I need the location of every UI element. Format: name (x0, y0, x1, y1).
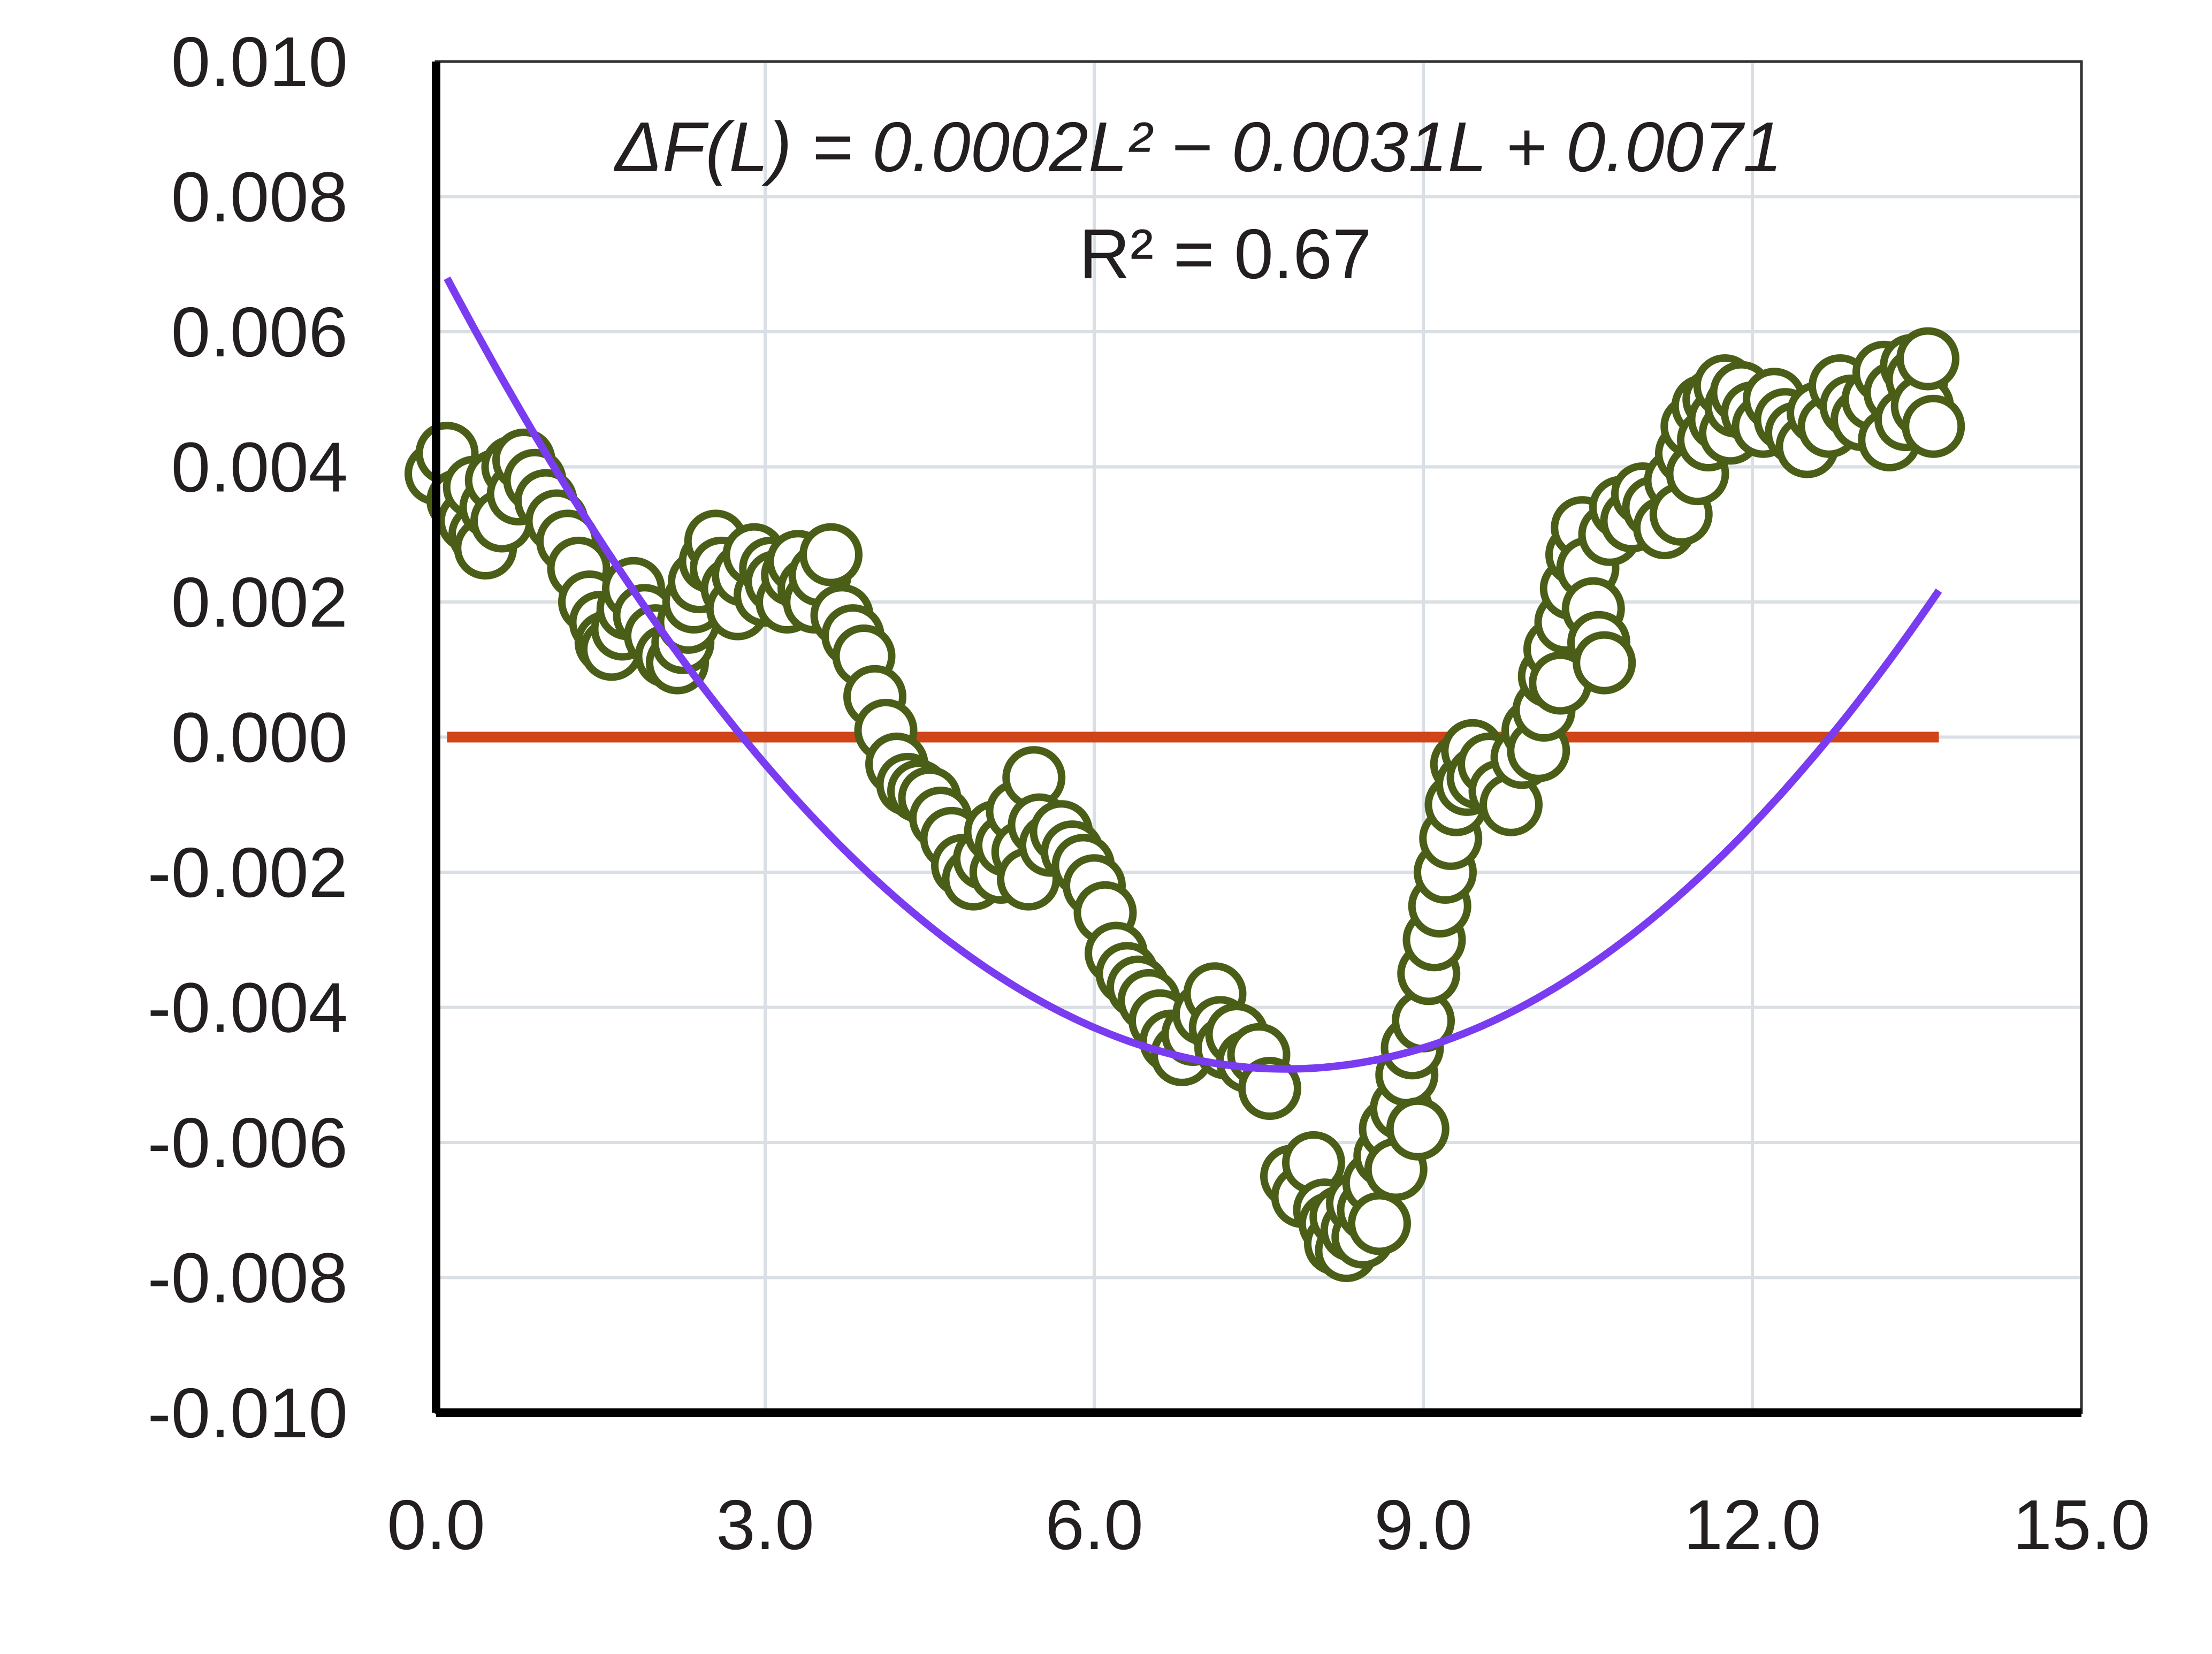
x-tick-labels: 0.0 3.0 6.0 9.0 12.0 15.0 (387, 1485, 2150, 1564)
y-tick-label-0: -0.010 (148, 1374, 348, 1452)
x-tick-label-0: 0.0 (387, 1485, 485, 1564)
r-squared-annotation: R² = 0.67 (1079, 215, 1372, 293)
y-tick-label-10: 0.010 (171, 22, 348, 101)
data-point-182 (1896, 327, 1959, 391)
data-point-143 (1573, 631, 1636, 695)
axes (432, 60, 2083, 1417)
data-markers (405, 327, 1965, 1282)
y-tick-label-6: 0.002 (171, 563, 348, 642)
data-point-107 (1348, 1192, 1411, 1255)
y-tick-label-1: -0.008 (148, 1239, 348, 1317)
x-tick-label-4: 12.0 (1684, 1485, 1821, 1564)
data-point-93 (1238, 1057, 1301, 1120)
fit-curve-layer (444, 276, 1942, 1073)
y-tick-label-4: -0.002 (148, 833, 348, 912)
y-tick-labels: -0.010 -0.008 -0.006 -0.004 -0.002 0.000 0.002… (148, 22, 348, 1452)
y-tick-label-8: 0.006 (171, 293, 348, 371)
data-point-49 (799, 523, 863, 586)
y-tick-label-7: 0.004 (171, 428, 348, 507)
x-tick-label-2: 6.0 (1045, 1485, 1143, 1564)
x-tick-label-5: 15.0 (2013, 1485, 2150, 1564)
fit-curve (444, 276, 1942, 1073)
y-tick-label-3: -0.004 (148, 969, 348, 1047)
x-tick-label-3: 9.0 (1374, 1485, 1473, 1564)
y-tick-label-5: 0.000 (171, 698, 348, 777)
y-tick-label-2: -0.006 (148, 1103, 348, 1182)
x-tick-label-1: 3.0 (716, 1485, 814, 1564)
y-tick-label-9: 0.008 (171, 158, 348, 237)
data-point-183 (1902, 394, 1965, 458)
equation-annotation: ΔF(L) = 0.0002L² − 0.0031L + 0.0071 (613, 108, 1782, 186)
data-point-114 (1386, 1097, 1450, 1161)
